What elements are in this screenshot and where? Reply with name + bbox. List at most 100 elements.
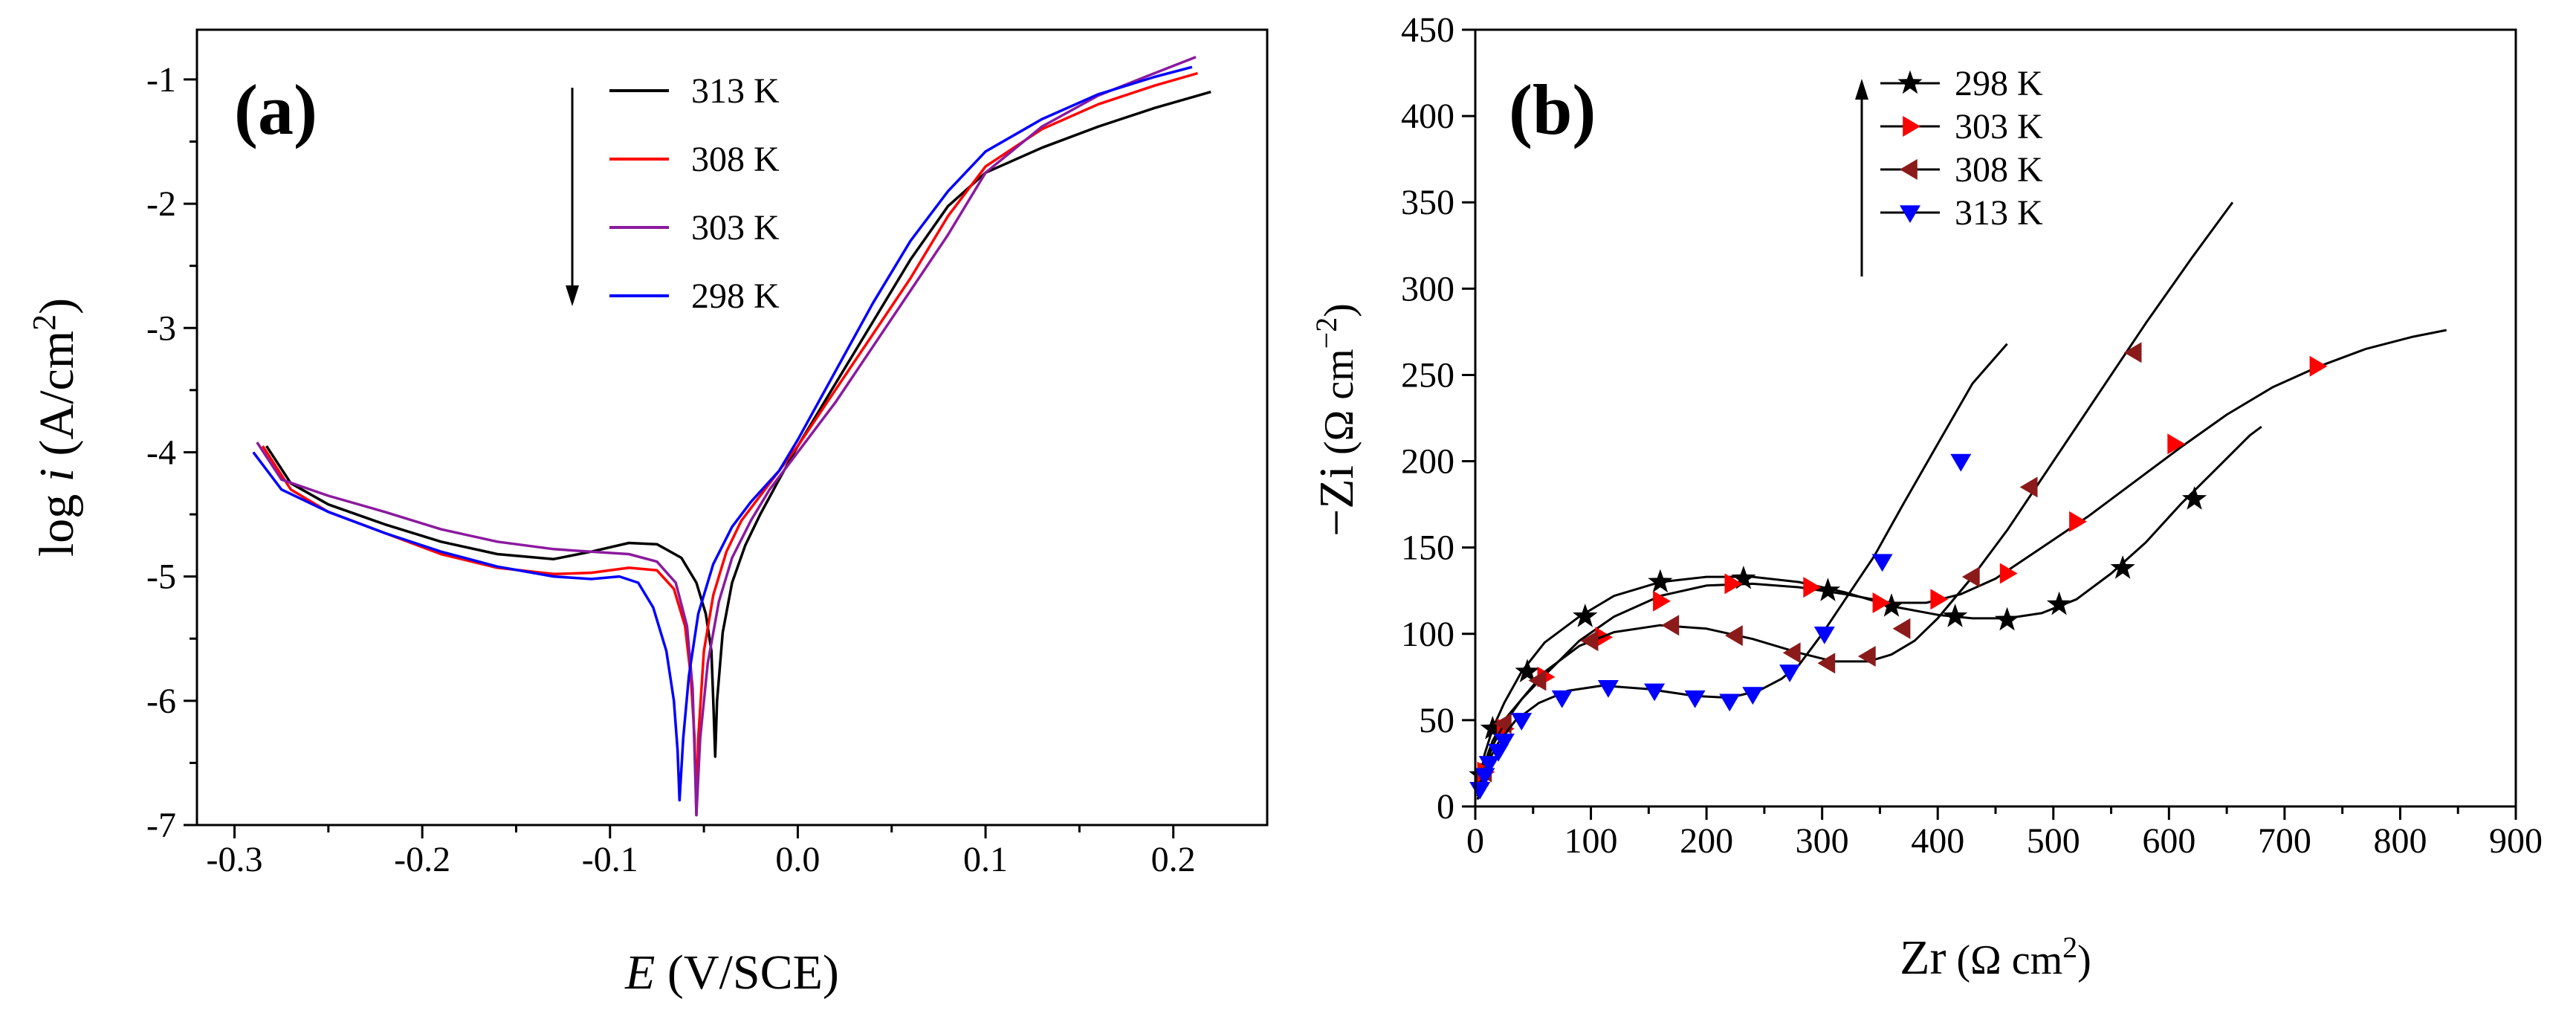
panel-a-y-ticks: -7 -6 -5 -4 -3 -2 -1 (146, 60, 197, 845)
series-line-298k (252, 65, 1193, 802)
panel-b-x-tick-label: 100 (1564, 821, 1618, 861)
data-point-298k (1648, 569, 1673, 593)
data-point-303k (1930, 589, 1949, 610)
data-point-298k (2181, 486, 2207, 510)
panel-a-x-tick-label: 0.2 (1151, 840, 1196, 879)
series-line-308k (1476, 201, 2234, 797)
data-point-303k (1724, 573, 1743, 595)
panel-b-x-tick-label: 600 (2142, 821, 2195, 861)
panel-b-y-tick-label: 200 (1401, 442, 1454, 482)
data-point-313k (1469, 782, 1491, 800)
data-point-308k (1528, 670, 1547, 691)
panel-b-y-tick-label: 400 (1401, 97, 1454, 136)
data-point-298k (1942, 604, 1968, 627)
data-point-313k (1644, 683, 1666, 702)
panel-a-x-tick-label: 0.1 (963, 840, 1008, 879)
series-line-308k (261, 71, 1198, 817)
data-point-313k (1478, 756, 1500, 774)
panel-b-x-ticks: 0 100 200 300 400 500 600 700 800 900 (1466, 806, 2543, 861)
legend-marker (1897, 70, 1923, 94)
legend-label: 308 K (691, 140, 780, 179)
data-point-303k (1803, 577, 1822, 598)
panel-a-x-tick-label: -0.2 (394, 840, 450, 879)
panel-a-label: (a) (234, 70, 317, 149)
legend-label: 298 K (691, 276, 780, 316)
panel-a-y-tick-label: -6 (146, 682, 176, 721)
data-point-298k (1573, 604, 1598, 627)
panel-b-y-tick-label: 450 (1401, 10, 1454, 50)
data-point-313k (1551, 690, 1573, 708)
data-point-308k (1961, 566, 1980, 588)
data-point-298k (1879, 593, 1904, 617)
data-point-303k (1872, 592, 1891, 613)
data-point-313k (1597, 680, 1619, 698)
panel-b-legend-arrowhead (1855, 79, 1868, 100)
legend-marker (1900, 205, 1920, 223)
data-point-308k (1725, 625, 1743, 647)
data-point-313k (1684, 690, 1706, 708)
data-point-313k (1511, 713, 1533, 731)
panel-a-y-tick-label: -3 (146, 308, 176, 348)
panel-b-x-tick-label: 300 (1796, 821, 1849, 861)
panel-b-y-tick-label: 250 (1401, 355, 1454, 395)
data-point-308k (2123, 342, 2142, 363)
data-point-308k (1782, 642, 1801, 664)
panel-b-y-tick-label: 50 (1419, 701, 1454, 740)
data-point-313k (1813, 627, 1835, 644)
data-point-308k (1892, 618, 1911, 639)
data-point-313k (1493, 734, 1515, 751)
panel-a-legend-arrowhead (566, 285, 579, 306)
data-point-313k (1742, 687, 1764, 705)
panel-a-y-tick-label: -7 (146, 806, 176, 845)
data-point-303k (2069, 511, 2087, 532)
panel-b-y-tick-label: 0 (1437, 787, 1454, 827)
panel-a-y-axis-label: log i (A/cm2) (26, 298, 84, 557)
panel-a-plot-frame (195, 28, 1269, 827)
panel-a-y-tick-label: -5 (146, 557, 176, 597)
panel-a-y-tick-label: -4 (146, 433, 176, 472)
panel-b-x-tick-label: 700 (2258, 821, 2311, 861)
panel-a-x-tick-label: -0.1 (582, 840, 638, 879)
panel-a-series (252, 56, 1211, 817)
data-point-308k (1580, 630, 1599, 652)
legend-label: 313 K (691, 71, 780, 111)
panel-a-x-tick-label: 0.0 (775, 840, 820, 879)
data-point-303k (1653, 590, 1671, 612)
panel-a-y-tick-label: -1 (146, 60, 176, 100)
data-point-298k (1731, 566, 1756, 589)
data-point-303k (2309, 355, 2328, 377)
data-point-298k (1994, 607, 2020, 631)
panel-b-x-axis-label: Zr (Ω cm2) (1900, 931, 2091, 985)
panel-b-y-tick-label: 100 (1401, 615, 1454, 654)
data-point-298k (2046, 591, 2072, 615)
legend-label: 303 K (1955, 107, 2043, 146)
legend-label: 313 K (1955, 193, 2043, 233)
panel-b-x-tick-label: 500 (2027, 821, 2080, 861)
panel-b-y-tick-label: 150 (1401, 528, 1454, 568)
panel-b-x-tick-label: 900 (2489, 821, 2543, 861)
panel-a-x-axis-label: E (V/SCE) (624, 945, 839, 1000)
panel-a-x-tick-label: -0.3 (207, 840, 263, 879)
legend-label: 308 K (1955, 150, 2043, 190)
data-point-308k (1661, 615, 1680, 636)
series-line-298k (1476, 425, 2262, 793)
data-point-298k (1480, 716, 1505, 740)
series-line-303k (256, 56, 1197, 817)
panel-a-x-ticks: -0.3 -0.2 -0.1 0.0 0.1 0.2 (207, 825, 1196, 879)
panel-a-legend: 313 K 308 K 303 K 298 K (566, 71, 780, 316)
data-point-313k (1719, 693, 1741, 712)
legend-label: 303 K (691, 208, 780, 248)
panel-b-label: (b) (1509, 70, 1596, 149)
panel-a-y-tick-label: -2 (146, 184, 176, 224)
data-point-298k (2110, 555, 2135, 579)
legend-marker (1903, 116, 1920, 137)
panel-b-y-ticks: 0 50 100 150 200 250 300 350 400 450 (1401, 10, 1475, 827)
data-point-298k (1815, 578, 1841, 601)
data-point-298k (1515, 659, 1540, 682)
data-point-303k (2167, 433, 2186, 455)
legend-label: 298 K (1955, 64, 2043, 103)
panel-b-x-tick-label: 200 (1680, 821, 1733, 861)
panel-a: -0.3 -0.2 -0.1 0.0 0.1 0.2 -7 -6 -5 -4 -3 -2 -1 (a)… (26, 28, 1269, 1000)
